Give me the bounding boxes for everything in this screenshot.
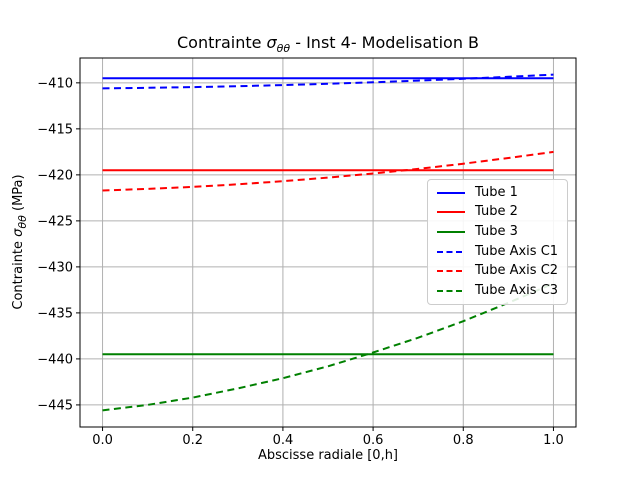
- x-tick-label: 1.0: [543, 433, 564, 448]
- y-tick-label: −435: [37, 306, 73, 321]
- x-axis-label: Abscisse radiale [0,h]: [257, 448, 399, 463]
- legend: Tube 1 Tube 2 Tube 3 Tube Axis C1 Tube Axis …: [427, 179, 568, 305]
- series-line-tube-axis-c3: [102, 282, 554, 412]
- legend-line-swatch: [437, 211, 465, 214]
- x-tick-label: 0.0: [92, 433, 113, 448]
- title-sigma-symbol: σ: [266, 33, 277, 52]
- chart-title: Contrainte σθθ - Inst 4- Modelisation B: [80, 33, 576, 55]
- x-tick-label: 0.2: [182, 433, 203, 448]
- legend-item-tube-3: Tube 3: [436, 225, 559, 239]
- y-tick-label: −410: [37, 76, 73, 91]
- legend-item-tube-axis-c2: Tube Axis C2: [436, 264, 559, 278]
- legend-label: Tube 2: [475, 204, 518, 220]
- legend-item-tube-axis-c3: Tube Axis C3: [436, 284, 559, 298]
- legend-item-tube-2: Tube 2: [436, 205, 559, 219]
- legend-line-swatch: [437, 270, 465, 273]
- y-tick-label: −415: [37, 122, 73, 137]
- axes-spines: [79, 57, 577, 428]
- series-line-tube-axis-c2: [102, 150, 554, 192]
- y-tick-label: −420: [37, 168, 73, 183]
- legend-line-swatch: [437, 290, 465, 293]
- x-tick-label: 0.6: [363, 433, 384, 448]
- legend-label: Tube Axis C2: [475, 263, 559, 279]
- y-tick-label: −430: [37, 260, 73, 275]
- legend-label: Tube Axis C1: [475, 243, 559, 259]
- legend-item-tube-axis-c1: Tube Axis C1: [436, 243, 559, 259]
- y-tick-label: −440: [37, 352, 73, 367]
- title-sigma-subscript: θθ: [276, 42, 291, 56]
- legend-label: Tube 3: [475, 224, 518, 240]
- title-text-suffix: - Inst 4- Modelisation B: [290, 33, 480, 52]
- y-tick-label: −425: [37, 214, 73, 229]
- legend-item-tube-1: Tube 1: [436, 184, 559, 200]
- series-line-tube-axis-c1: [102, 73, 554, 90]
- y-tick-label: −445: [37, 398, 73, 413]
- legend-line-swatch: [437, 191, 465, 194]
- x-tick-label: 0.8: [453, 433, 474, 448]
- legend-label: Tube Axis C3: [475, 283, 559, 299]
- legend-line-swatch: [437, 250, 465, 253]
- legend-line-swatch: [437, 231, 465, 234]
- x-tick-label: 0.4: [273, 433, 294, 448]
- legend-label: Tube 1: [475, 184, 518, 200]
- title-text-prefix: Contrainte: [176, 33, 267, 52]
